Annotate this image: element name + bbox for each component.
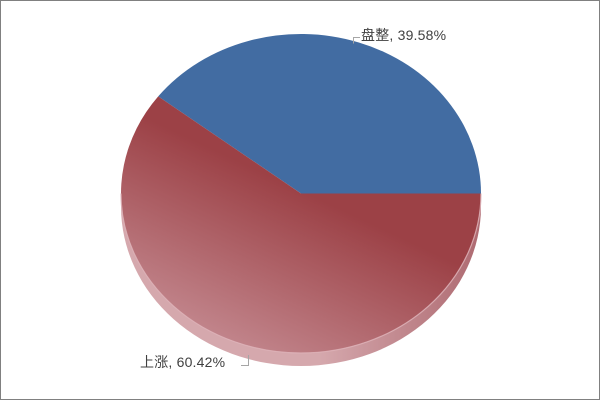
- pie-slice-panzheng: [158, 34, 481, 194]
- pie-callout-label-panzheng: 盘整, 39.58%: [361, 27, 447, 43]
- pie-callout-line-shangzhang: [241, 355, 249, 366]
- pie-callout-label-shangzhang: 上涨, 60.42%: [140, 354, 226, 370]
- pie-bevel-highlight: [120, 193, 482, 354]
- pie-callout-line-panzheng: [353, 37, 360, 44]
- pie-slice-shangzhang: [120, 96, 482, 354]
